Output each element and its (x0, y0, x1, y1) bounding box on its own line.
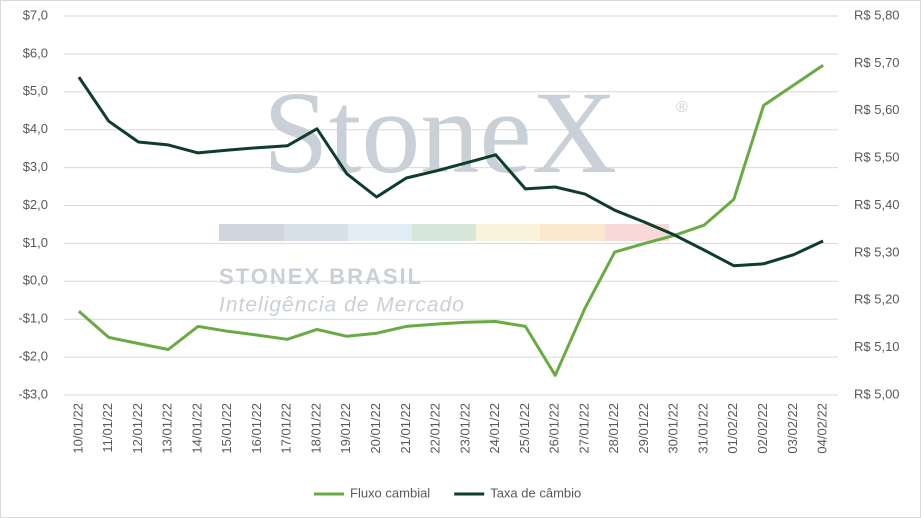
x-tick-label: 14/01/22 (189, 403, 204, 454)
y-tick-label: $2,0 (23, 197, 48, 212)
y-tick-label: $6,0 (23, 45, 48, 60)
x-tick-label: 12/01/22 (130, 403, 145, 454)
y2-tick-label: R$ 5,10 (854, 339, 900, 354)
x-tick-label: 23/01/22 (457, 403, 472, 454)
x-tick-label: 27/01/22 (576, 403, 591, 454)
watermark: StoneX ® STONEX BRASIL Inteligência de M… (219, 67, 688, 317)
y-tick-label: $5,0 (23, 83, 48, 98)
y2-tick-label: R$ 5,40 (854, 197, 900, 212)
x-tick-label: 28/01/22 (606, 403, 621, 454)
y-tick-label: $7,0 (23, 7, 48, 22)
watermark-tagline: Inteligência de Mercado (219, 294, 465, 317)
y2-tick-label: R$ 5,50 (854, 150, 900, 165)
series-line (77, 76, 824, 268)
y2-tick-label: R$ 5,30 (854, 244, 900, 259)
x-tick-label: 10/01/22 (70, 403, 85, 454)
x-tick-label: 15/01/22 (219, 403, 234, 454)
x-tick-label: 19/01/22 (338, 403, 353, 454)
watermark-mark: ® (676, 99, 688, 116)
x-tick-label: 31/01/22 (695, 403, 710, 454)
y-tick-label: $3,0 (23, 159, 48, 174)
x-tick-label: 04/02/22 (815, 403, 830, 454)
y-tick-label: $0,0 (23, 273, 48, 288)
x-tick-label: 01/02/22 (725, 403, 740, 454)
y-tick-label: -$2,0 (18, 349, 48, 364)
watermark-company: STONEX BRASIL (219, 264, 423, 289)
y2-tick-label: R$ 5,70 (854, 55, 900, 70)
y2-tick-label: R$ 5,00 (854, 386, 900, 401)
series-line (77, 64, 824, 377)
x-tick-label: 29/01/22 (636, 403, 651, 454)
watermark-logo: StoneX (263, 67, 617, 198)
y-tick-label: $1,0 (23, 235, 48, 250)
y2-tick-label: R$ 5,20 (854, 292, 900, 307)
x-tick-label: 30/01/22 (666, 403, 681, 454)
x-tick-label: 25/01/22 (517, 403, 532, 454)
x-tick-label: 20/01/22 (368, 403, 383, 454)
x-tick-label: 11/01/22 (100, 403, 115, 453)
x-tick-label: 13/01/22 (160, 403, 175, 454)
x-tick-label: 24/01/22 (487, 403, 502, 454)
y-tick-label: $4,0 (23, 121, 48, 136)
x-tick-label: 02/02/22 (755, 403, 770, 454)
y2-tick-label: R$ 5,60 (854, 102, 900, 117)
x-tick-label: 22/01/22 (428, 403, 443, 454)
y2-tick-label: R$ 5,80 (854, 7, 900, 22)
x-tick-label: 18/01/22 (308, 403, 323, 454)
x-tick-label: 26/01/22 (547, 403, 562, 454)
y-tick-label: -$3,0 (18, 386, 48, 401)
x-tick-label: 17/01/22 (279, 403, 294, 454)
color-strip (219, 224, 669, 241)
legend-label: Fluxo cambial (350, 485, 430, 500)
x-tick-label: 16/01/22 (249, 403, 264, 454)
x-tick-label: 03/02/22 (785, 403, 800, 454)
x-tick-label: 21/01/22 (398, 403, 413, 454)
legend-label: Taxa de câmbio (490, 485, 581, 500)
y-tick-label: -$1,0 (18, 311, 48, 326)
